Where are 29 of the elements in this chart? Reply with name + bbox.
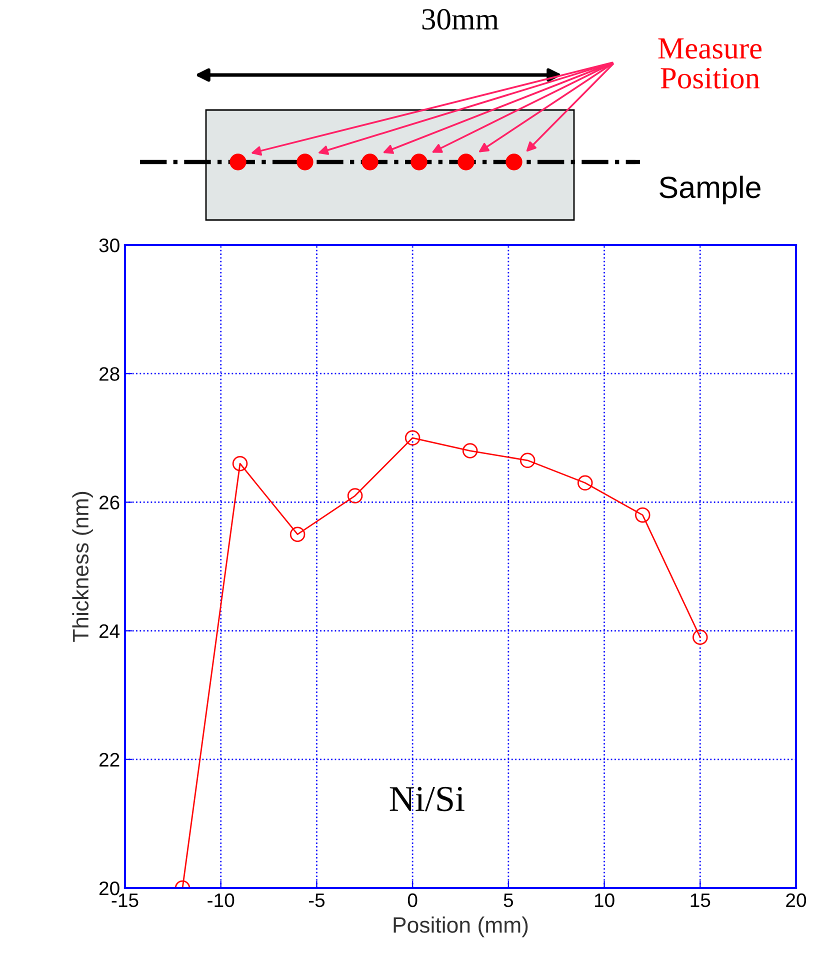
point — [232, 456, 248, 472]
x-axis-title: Position (mm) — [394, 916, 528, 938]
point — [577, 475, 593, 491]
point — [692, 630, 708, 645]
x-tick-label: -10 — [208, 893, 234, 908]
y-tick-label: 28 — [99, 367, 120, 381]
annotation: Ni/Si — [390, 786, 464, 812]
y-tick-label: 26 — [99, 496, 120, 510]
y-tick-label: 30 — [99, 238, 120, 252]
point — [347, 488, 363, 504]
x-tick-label: 10 — [594, 893, 614, 908]
text: Sample — [660, 176, 760, 204]
x-tick-label: 15 — [690, 894, 710, 908]
y-tick-label: 22 — [99, 752, 120, 766]
x-tick-label: 0 — [408, 893, 418, 908]
point — [404, 430, 420, 446]
x-tick-label: -15 — [112, 894, 138, 908]
point — [462, 443, 478, 458]
x-tick-label: 20 — [786, 893, 806, 908]
x-tick-label: -5 — [308, 894, 325, 908]
y-tick-label: 20 — [99, 881, 120, 896]
text: Measure Position — [658, 38, 762, 89]
text: 30mm — [422, 9, 499, 30]
x-tick-label: 5 — [504, 894, 514, 908]
y-axis-title: Thickness (nm) — [72, 492, 93, 642]
y-tick-label: 24 — [99, 624, 120, 638]
point — [290, 526, 306, 542]
point — [520, 452, 536, 468]
point — [634, 507, 650, 523]
